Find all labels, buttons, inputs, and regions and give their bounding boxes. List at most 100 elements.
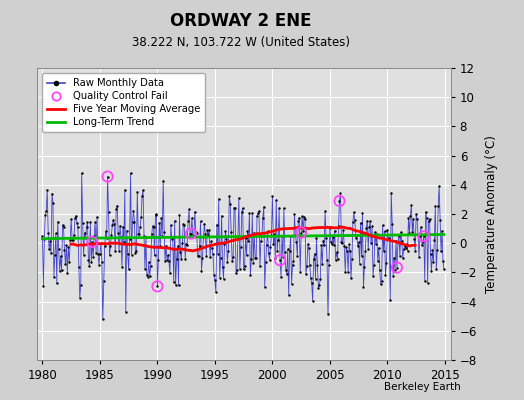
Point [303,262,311,269]
Point [135,231,144,237]
Point [316,276,324,282]
Point [128,219,137,225]
Point [95,262,103,268]
Point [104,209,113,215]
Point [250,229,258,236]
Point [133,189,141,195]
Point [356,220,365,226]
Point [225,193,234,199]
Point [343,248,352,255]
Point [396,252,404,259]
Point [290,211,299,218]
Point [112,206,121,212]
Point [287,280,296,287]
Point [58,267,66,273]
Point [377,281,385,287]
Point [181,255,189,262]
Point [139,187,147,194]
Point [439,258,447,264]
Point [433,247,441,254]
Point [365,224,374,230]
Point [216,254,225,261]
Point [71,215,79,221]
Point [431,203,440,209]
Point [214,250,222,257]
Point [103,173,112,180]
Text: Berkeley Earth: Berkeley Earth [385,382,461,392]
Point [405,230,413,236]
Point [409,216,418,222]
Point [271,255,279,261]
Point [318,260,326,267]
Point [83,219,92,225]
Point [440,266,448,272]
Point [107,231,116,238]
Point [153,283,161,290]
Point [42,208,50,214]
Point [425,216,434,222]
Point [283,246,292,252]
Point [64,244,72,250]
Point [286,248,294,254]
Point [72,213,80,219]
Point [227,228,235,235]
Point [280,205,288,211]
Point [44,229,52,236]
Point [381,272,390,278]
Point [228,258,236,264]
Point [402,241,411,247]
Point [299,228,307,234]
Point [172,256,181,262]
Point [352,235,360,241]
Point [428,247,436,254]
Point [66,236,74,243]
Point [80,252,88,258]
Point [163,257,171,263]
Point [220,241,228,247]
Point [302,271,310,277]
Point [416,233,424,239]
Point [210,272,218,278]
Point [367,240,375,247]
Point [412,211,420,217]
Point [156,242,165,249]
Point [157,215,166,221]
Point [146,273,154,279]
Point [143,272,151,279]
Point [315,282,323,288]
Point [270,231,279,238]
Point [236,266,244,272]
Point [147,231,156,238]
Point [326,238,335,245]
Point [297,229,305,236]
Point [321,208,329,214]
Point [47,250,55,256]
Point [301,216,309,222]
Point [105,252,114,259]
Point [304,245,313,251]
Point [364,245,373,252]
Point [40,236,49,242]
Point [393,264,401,271]
Point [243,228,252,234]
Point [388,220,396,227]
Point [437,248,445,255]
Point [342,244,351,250]
Legend: Raw Monthly Data, Quality Control Fail, Five Year Moving Average, Long-Term Tren: Raw Monthly Data, Quality Control Fail, … [42,73,205,132]
Point [387,189,396,196]
Point [115,248,123,254]
Point [125,235,134,242]
Point [82,224,91,230]
Point [330,242,338,248]
Point [57,253,65,259]
Point [314,285,323,292]
Point [209,251,217,258]
Point [281,249,289,255]
Point [341,269,350,275]
Point [354,239,363,246]
Point [328,241,336,247]
Point [232,270,240,276]
Point [427,268,435,274]
Point [307,275,315,282]
Text: 38.222 N, 103.722 W (United States): 38.222 N, 103.722 W (United States) [132,36,350,49]
